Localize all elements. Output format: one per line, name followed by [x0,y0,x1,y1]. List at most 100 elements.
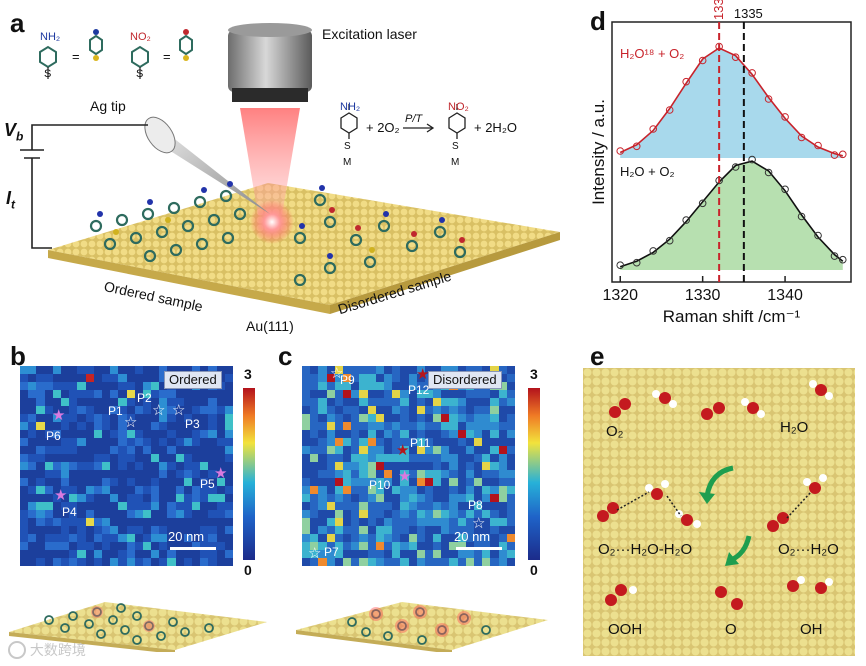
map-cell [101,438,111,447]
map-cell [310,486,319,495]
map-cell [465,366,475,375]
map-cell [183,510,193,519]
map-cell [482,526,491,535]
map-cell [342,382,352,391]
map-cell [359,382,369,391]
map-cell [318,558,328,566]
map-cell [474,486,483,495]
map-cell [416,454,426,463]
map-cell [126,534,136,543]
map-cell [44,382,54,391]
map-cell [20,542,29,551]
map-cell [334,398,344,407]
map-cell [159,390,168,399]
map-cell [183,422,193,431]
label-o2-h2o-h2o: O₂···H₂O-H₂O [598,541,693,558]
data-point [814,141,822,150]
map-cell [44,406,54,415]
map-cell [342,542,352,551]
map-cell [52,526,62,535]
map-cell [302,414,311,423]
map-cell [183,430,193,439]
map-cell [101,518,111,527]
data-point [632,258,641,267]
map-cell [44,462,54,471]
map-cell [85,526,95,535]
map-cell [482,550,491,559]
reaction-plus-o2: + 2O₂ [366,120,400,135]
map-cell [400,422,409,431]
map-cell [175,390,185,399]
map-cell [342,454,352,463]
map-cell [416,414,426,423]
map-cell [69,542,78,551]
map-cell [175,502,185,511]
map-cell [28,398,37,407]
map-cell [359,438,369,447]
label-ooh: OOH [608,621,643,638]
map-cell [351,510,360,519]
map-cell [490,526,500,535]
reaction-arrow-label: P/T [405,113,423,125]
map-cell [351,502,360,511]
map-cell [302,502,311,511]
map-cell [175,518,185,527]
map-cell [326,462,336,471]
map-cell [465,462,475,471]
map-cell [167,550,177,559]
map-cell [151,366,160,375]
map-cell [183,398,193,407]
map-cell [200,510,209,519]
map-cell [36,550,46,559]
map-cell [424,526,434,535]
map-cell [326,494,336,503]
map-cell [449,550,459,559]
map-cell [318,486,328,495]
map-cell [383,414,393,423]
map-cell [36,366,46,375]
map-cell [474,526,483,535]
map-cell [367,382,377,391]
map-cell [134,374,144,383]
map-cell [192,446,201,455]
map-cell [400,542,409,551]
map-cell [101,462,111,471]
map-cell [60,518,70,527]
map-cell [490,518,500,527]
map-cell [400,470,409,479]
map-cell [151,478,160,487]
map-cell [183,486,193,495]
map-cell [416,470,426,479]
map-cell [126,510,136,519]
map-cell [359,446,369,455]
map-cell [441,510,450,519]
map-cell [69,518,78,527]
map-cell [416,374,426,383]
map-cell [151,526,160,535]
map-cell [342,518,352,527]
map-cell [359,510,369,519]
map-cell [392,526,401,535]
map-cell [101,422,111,431]
map-cell [183,518,193,527]
map-cell [159,518,168,527]
map-cell [200,454,209,463]
map-cell [351,374,360,383]
map-cell [408,406,418,415]
watermark: 大数跨境 [8,640,86,660]
map-cell [192,494,201,503]
map-cell [490,478,500,487]
map-cell [457,470,467,479]
map-cell [482,462,491,471]
it-sub: t [11,197,16,212]
map-cell [52,454,62,463]
map-cell [392,414,401,423]
map-cell [498,414,508,423]
map-cell [490,366,500,375]
map-cell [334,526,344,535]
map-cell [342,502,352,511]
map-cell [28,510,37,519]
map-cell [367,438,377,447]
map-cell [457,542,467,551]
map-cell [400,438,409,447]
